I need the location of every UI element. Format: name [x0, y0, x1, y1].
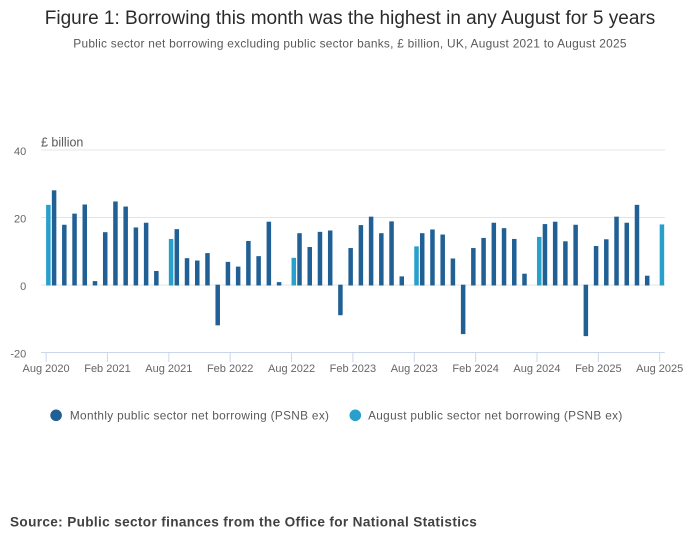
svg-text:0: 0 — [20, 281, 26, 293]
svg-text:Aug 2020: Aug 2020 — [23, 363, 70, 375]
svg-text:Feb 2025: Feb 2025 — [575, 363, 621, 375]
svg-text:Aug 2021: Aug 2021 — [145, 363, 192, 375]
svg-text:-20: -20 — [10, 348, 26, 360]
svg-text:Monthly public sector net borr: Monthly public sector net borrowing (PSN… — [70, 409, 329, 423]
svg-text:Public sector net borrowing ex: Public sector net borrowing excluding pu… — [73, 37, 627, 51]
svg-text:Figure 1: Borrowing this month: Figure 1: Borrowing this month was the h… — [45, 8, 655, 29]
svg-text:Feb 2021: Feb 2021 — [84, 363, 130, 375]
svg-text:40: 40 — [14, 146, 26, 158]
svg-text:Aug 2024: Aug 2024 — [513, 363, 560, 375]
svg-text:20: 20 — [14, 213, 26, 225]
svg-text:Aug 2025: Aug 2025 — [636, 363, 683, 375]
svg-text:August public sector net borro: August public sector net borrowing (PSNB… — [368, 409, 623, 423]
svg-text:Feb 2022: Feb 2022 — [207, 363, 253, 375]
svg-text:£ billion: £ billion — [41, 136, 83, 150]
svg-text:Aug 2022: Aug 2022 — [268, 363, 315, 375]
svg-text:Feb 2024: Feb 2024 — [452, 363, 498, 375]
svg-text:Source: Public sector finances: Source: Public sector finances from the … — [10, 515, 477, 530]
svg-text:Aug 2023: Aug 2023 — [391, 363, 438, 375]
svg-text:Feb 2023: Feb 2023 — [330, 363, 376, 375]
